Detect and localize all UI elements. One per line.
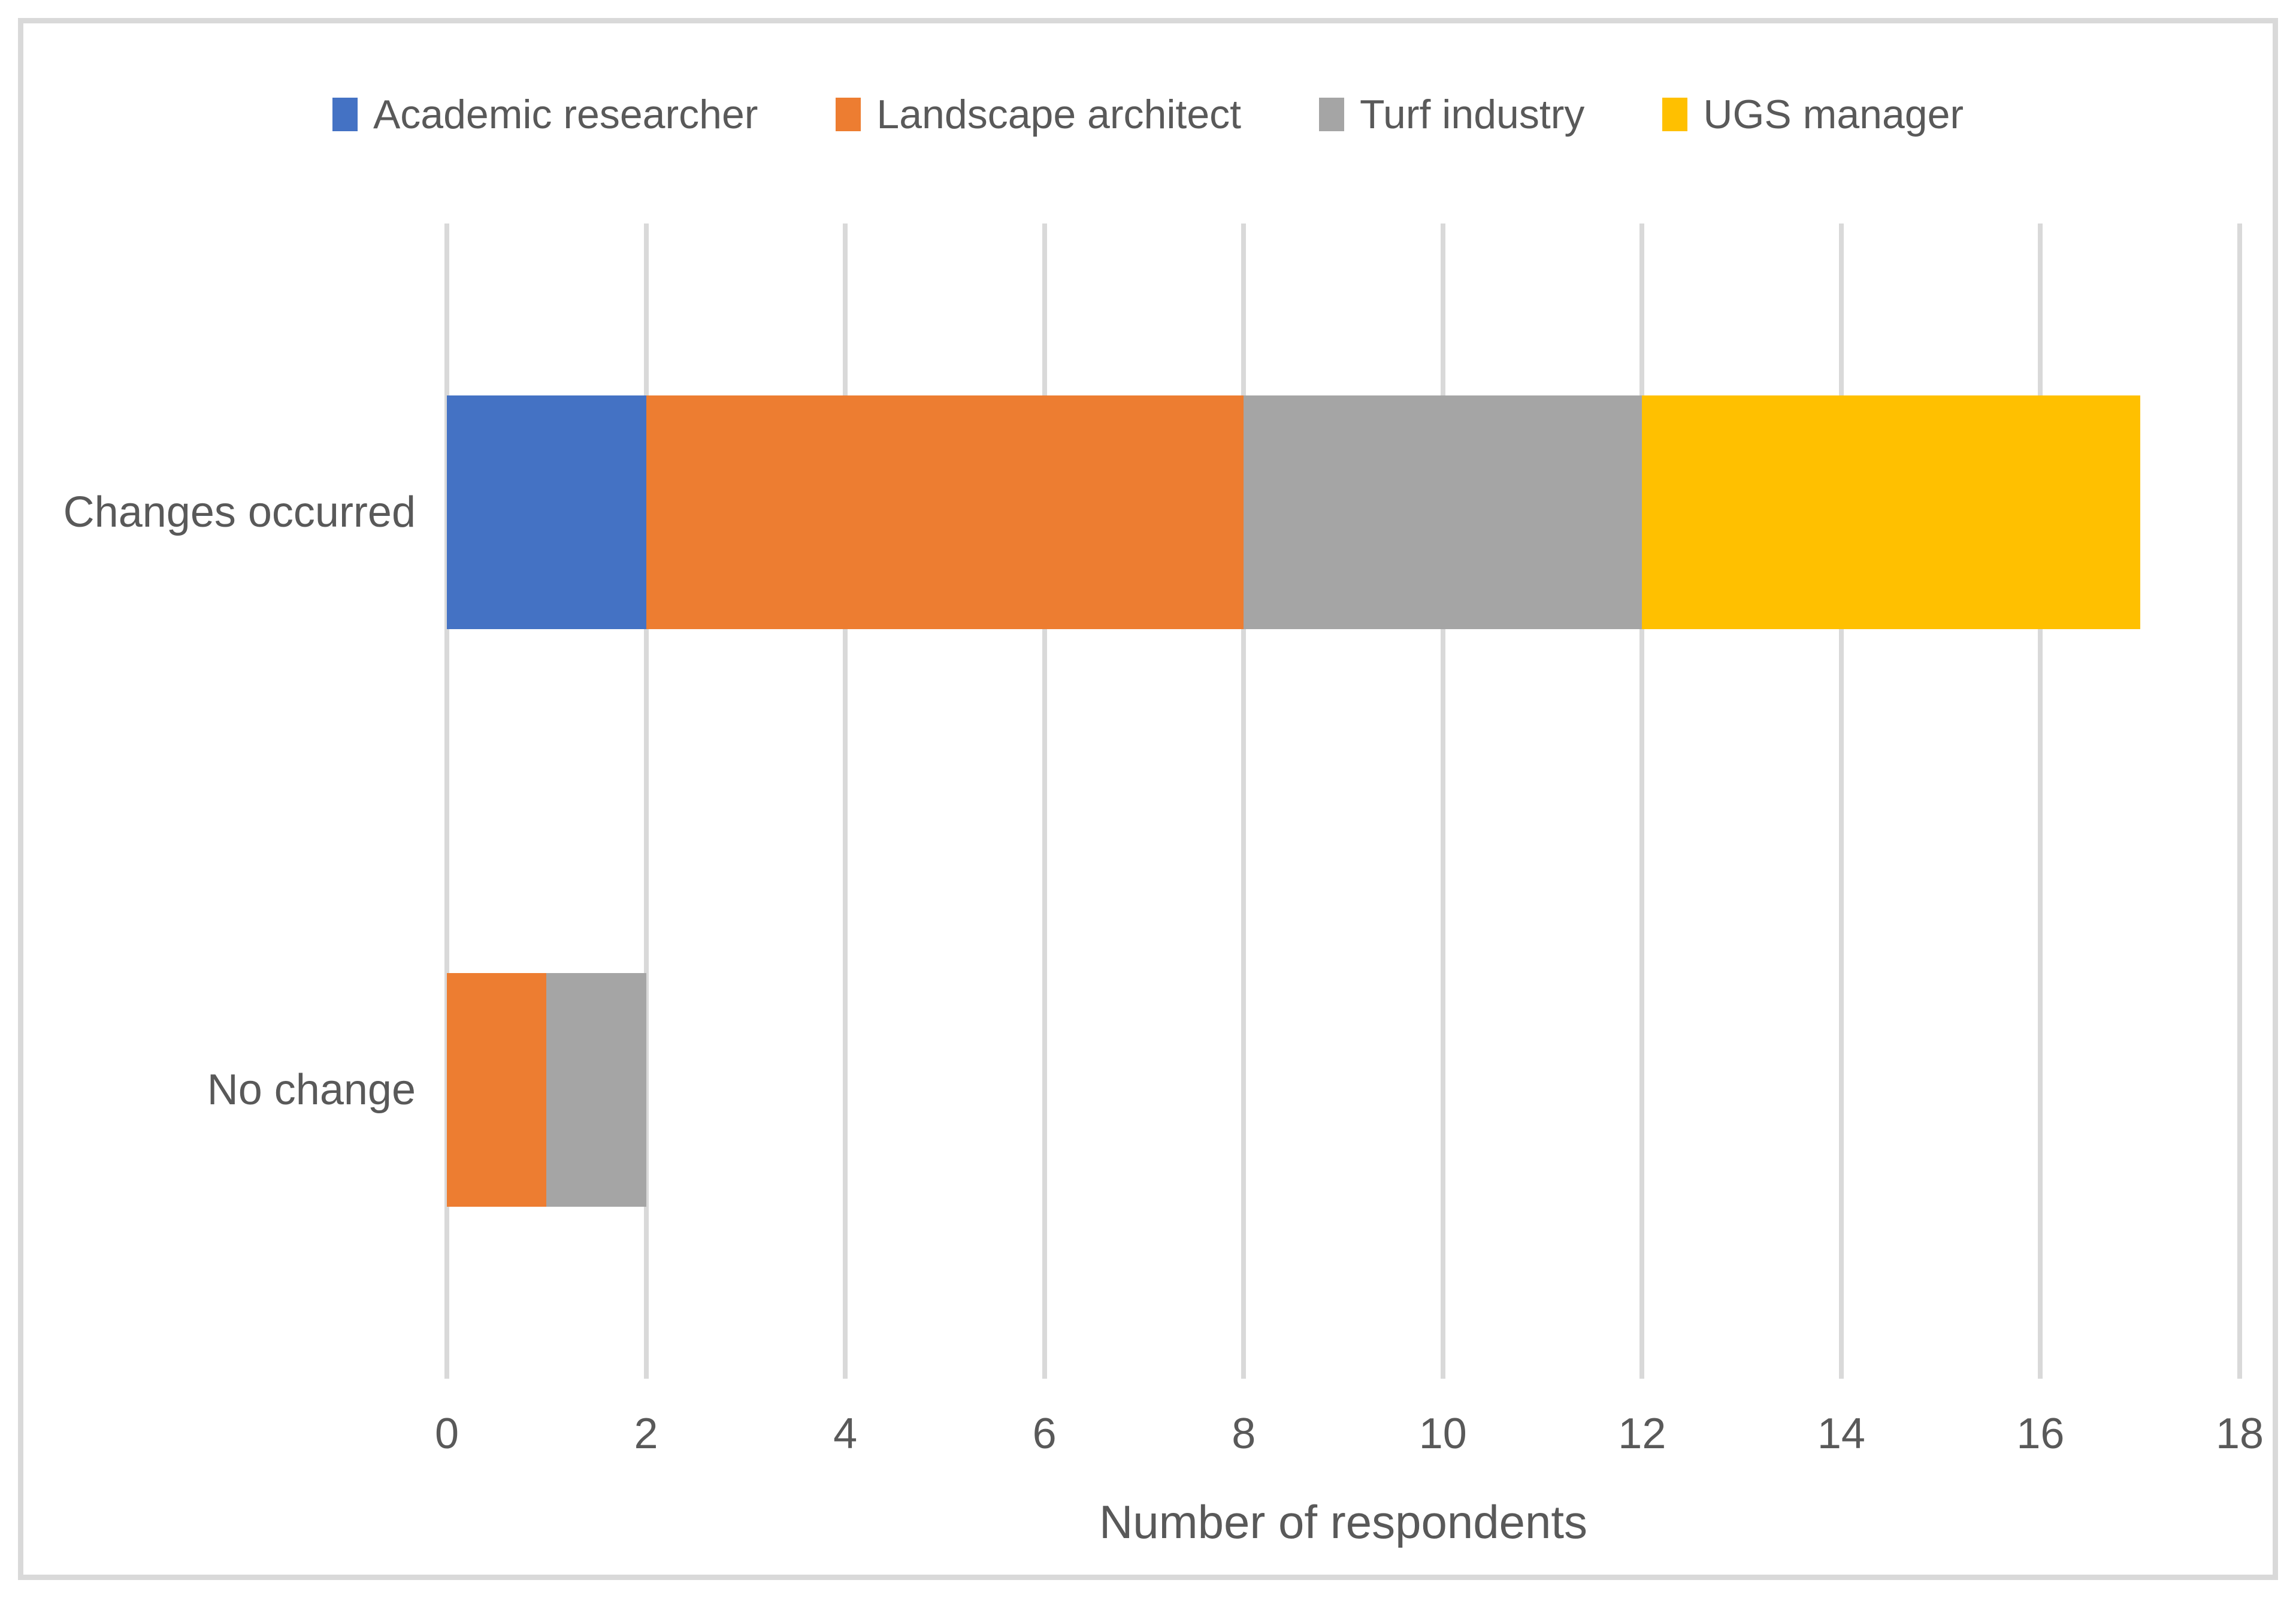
gridline-x-4 — [843, 223, 848, 1379]
plot-area — [444, 223, 2242, 1379]
x-tick-label-8: 8 — [1232, 1410, 1256, 1458]
legend-marker-icon — [1319, 98, 1345, 131]
legend-marker-icon — [332, 98, 358, 131]
legend-label: Landscape architect — [876, 92, 1242, 137]
chart-legend: Academic researcher Landscape architect Tu… — [23, 94, 2273, 135]
bar-segment-0-0 — [447, 395, 646, 629]
legend-marker-icon — [1662, 98, 1688, 131]
category-label-0: Changes occurred — [63, 488, 416, 536]
bar-row-1 — [447, 973, 2240, 1207]
gridline-x-16 — [2038, 223, 2043, 1379]
bar-segment-1-2 — [546, 973, 646, 1207]
bar-segment-0-1 — [646, 395, 1244, 629]
x-axis-title: Number of respondents — [1099, 1496, 1588, 1548]
gridline-x-0 — [444, 223, 449, 1379]
x-tick-label-16: 16 — [2016, 1410, 2065, 1458]
legend-item-0: Academic researcher — [332, 94, 758, 135]
legend-item-3: UGS manager — [1662, 94, 1964, 135]
x-tick-label-0: 0 — [434, 1410, 459, 1458]
bar-segment-1-1 — [447, 973, 547, 1207]
x-tick-label-12: 12 — [1618, 1410, 1666, 1458]
bar-segment-0-2 — [1244, 395, 1642, 629]
gridline-x-6 — [1042, 223, 1047, 1379]
bar-segment-0-3 — [1642, 395, 2140, 629]
x-tick-label-4: 4 — [833, 1410, 858, 1458]
legend-item-1: Landscape architect — [836, 94, 1241, 135]
legend-marker-icon — [836, 98, 861, 131]
legend-label: Turf industry — [1360, 92, 1585, 137]
x-tick-label-14: 14 — [1817, 1410, 1865, 1458]
gridline-x-12 — [1639, 223, 1645, 1379]
x-tick-label-6: 6 — [1032, 1410, 1057, 1458]
bar-row-0 — [447, 395, 2240, 629]
x-tick-label-2: 2 — [634, 1410, 658, 1458]
legend-item-2: Turf industry — [1319, 94, 1584, 135]
chart-frame: Academic researcher Landscape architect Tu… — [18, 18, 2278, 1580]
x-tick-label-18: 18 — [2215, 1410, 2264, 1458]
legend-label: UGS manager — [1703, 92, 1964, 137]
category-label-1: No change — [207, 1066, 416, 1114]
x-tick-label-10: 10 — [1418, 1410, 1467, 1458]
gridline-x-8 — [1241, 223, 1247, 1379]
gridline-x-10 — [1440, 223, 1445, 1379]
gridline-x-14 — [1838, 223, 1844, 1379]
gridline-x-2 — [643, 223, 649, 1379]
legend-label: Academic researcher — [373, 92, 758, 137]
gridline-x-18 — [2237, 223, 2242, 1379]
